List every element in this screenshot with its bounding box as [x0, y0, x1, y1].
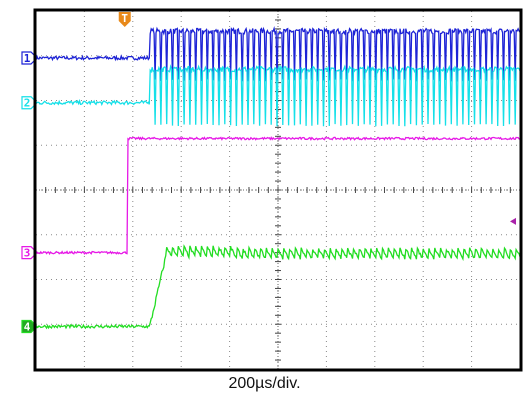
svg-text:1: 1 [24, 52, 31, 65]
trace-ch4 [35, 244, 521, 330]
svg-text:4: 4 [24, 320, 31, 333]
traces [35, 25, 521, 330]
oscilloscope-screen: 1 2 3 4 T [21, 8, 523, 372]
trace-ch3 [35, 136, 521, 256]
trigger-marker: T [118, 12, 131, 27]
graticule [35, 10, 521, 370]
trace-ch1 [35, 25, 521, 82]
svg-text:2: 2 [24, 97, 31, 110]
channel-markers: 1 2 3 4 T [21, 12, 516, 333]
svg-text:3: 3 [24, 247, 31, 260]
screen-border [33, 8, 523, 372]
timebase-label: 200µs/div. [228, 375, 301, 392]
svg-text:T: T [121, 12, 128, 25]
trace-ch2 [35, 64, 521, 127]
trigger-level-marker [510, 217, 516, 225]
